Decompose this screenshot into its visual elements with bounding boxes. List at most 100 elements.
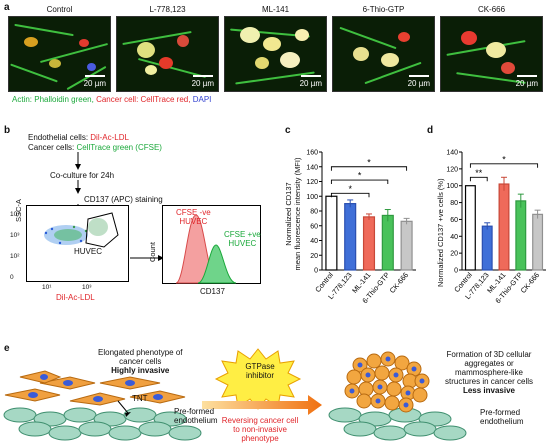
c-ytick-label: 20 <box>310 253 318 260</box>
d-bar-3 <box>515 200 527 271</box>
scale-label: 20 µm <box>515 79 538 88</box>
c-ytick-label: 100 <box>306 194 318 201</box>
c-bar-2 <box>362 216 376 271</box>
legend-dapi: DAPI <box>192 95 212 104</box>
c-ytick-label: 140 <box>306 164 318 171</box>
scatter-xlabel: Dil-Ac-LDL <box>56 293 95 302</box>
gate-label: HUVEC <box>74 247 103 256</box>
ytick-0: 0 <box>10 274 14 281</box>
step-coculture: Co-culture for 24h <box>50 171 115 180</box>
chart-c: 020406080100120140160ControlL-778,123ML-… <box>306 150 416 305</box>
right-text-1: Formation of 3D cellular <box>446 350 532 359</box>
d-sig-bracket-0 <box>469 176 488 182</box>
tnt-label: TNT <box>132 394 148 403</box>
pos-label: CFSE +ve HUVEC <box>224 230 261 248</box>
c-bar-0 <box>325 195 338 271</box>
title-6thio: 6-Thio-GTP <box>362 5 405 14</box>
neg-label: CFSE -ve HUVEC <box>176 208 211 226</box>
left-text-1: Elongated phenotype of <box>98 348 183 357</box>
c-ytick-label: 120 <box>306 179 318 186</box>
title-ck666: CK-666 <box>477 5 506 14</box>
endothelial-prefix: Endothelial cells: <box>28 133 91 142</box>
title-ml141: ML-141 <box>261 5 290 14</box>
title-control: Control <box>46 5 73 14</box>
scale-label: 20 µm <box>83 79 106 88</box>
scale-label: 20 µm <box>407 79 430 88</box>
left-phenotype-text: Elongated phenotype of cancer cells High… <box>98 348 183 375</box>
d-ytick-label: 120 <box>446 166 458 173</box>
d-sig-bracket-1 <box>469 163 539 168</box>
transition-arrow <box>202 395 322 415</box>
reverse-1: Reversing cancer cell <box>221 416 299 425</box>
cancer-line: Cancer cells: CellTrace green (CFSE) <box>28 143 162 152</box>
d-bar-1 <box>481 225 493 271</box>
left-text-2: cancer cells <box>119 357 162 366</box>
d-ytick-label: 0 <box>454 268 458 275</box>
right-text-3: mammosphere-like <box>454 368 524 377</box>
scatter-plot <box>26 205 129 282</box>
c-bar-1 <box>344 203 357 271</box>
d-bar-4 <box>532 213 544 271</box>
c-sig-star-0: * <box>367 157 371 167</box>
step-staining: CD137 (APC) staining <box>84 195 163 204</box>
panel-c-label: c <box>285 125 291 136</box>
c-sig-star-1: * <box>358 171 362 181</box>
hist-xlabel: CD137 <box>200 287 225 296</box>
left-endothelium <box>3 407 202 441</box>
legend-actin: Actin: Phalloidin green, <box>12 95 94 104</box>
panel-a-legend: Actin: Phalloidin green, Cancer cell: Ce… <box>12 95 211 104</box>
micrograph-control: 20 µm <box>8 16 111 92</box>
right-text-5: Less invasive <box>462 386 516 395</box>
reverse-text: Reversing cancer cell to non-invasive ph… <box>210 416 310 443</box>
left-preformed: Pre-formed endothelium <box>174 407 218 425</box>
ytick-1e4: 10⁴ <box>10 211 21 218</box>
d-bar-0 <box>464 185 476 271</box>
c-bar-4 <box>400 220 413 271</box>
c-ytick-label: 60 <box>310 223 318 230</box>
endothelial-value: Dil-Ac-LDL <box>90 133 129 142</box>
c-sig-star-2: * <box>348 184 352 194</box>
reverse-2: to non-invasive <box>233 425 287 434</box>
right-phenotype-text: Formation of 3D cellular aggregates or m… <box>430 350 548 395</box>
legend-cancer: Cancer cell: CellTrace red, <box>96 95 191 104</box>
c-xtick-label-4: CK-666 <box>388 271 411 295</box>
endothelial-line: Endothelial cells: Dil-Ac-LDL <box>28 133 129 142</box>
panel-e-label: e <box>4 343 10 354</box>
scale-label: 20 µm <box>191 79 214 88</box>
cancer-value: CellTrace green (CFSE) <box>76 143 162 152</box>
d-ytick-label: 40 <box>450 234 458 241</box>
c-sig-bracket-0 <box>330 166 408 171</box>
ytick-1e2: 10² <box>10 253 20 260</box>
c-ytick-label: 80 <box>310 209 318 216</box>
xtick-1e1: 10¹ <box>42 284 52 291</box>
left-preformed-1: Pre-formed <box>174 407 215 416</box>
right-preformed: Pre-formed endothelium <box>480 408 524 426</box>
d-sig-star-0: ** <box>475 168 483 178</box>
d-bar-2 <box>498 183 510 271</box>
right-text-4: structures in cancer cells <box>444 377 534 386</box>
c-ylabel-1: Normalized CD137 <box>284 182 293 246</box>
panel-b-label: b <box>4 125 11 136</box>
chart-d: 020406080100120140ControlL-778,123ML-141… <box>446 150 546 305</box>
d-ytick-label: 60 <box>450 217 458 224</box>
d-ytick-label: 140 <box>446 150 458 157</box>
panel-a-label: a <box>4 2 10 13</box>
inhibitor-2: inhibitor <box>245 371 274 380</box>
neg-label-2: HUVEC <box>179 217 208 226</box>
pos-label-2: HUVEC <box>228 239 257 248</box>
left-preformed-2: endothelium <box>174 416 218 425</box>
micrograph-ml141: 20 µm <box>224 16 327 92</box>
ytick-1e3: 10³ <box>10 232 20 239</box>
xtick-1e3: 10³ <box>82 284 92 291</box>
c-sig-bracket-2 <box>330 192 370 198</box>
inhibitor-1: GTPase <box>245 362 275 371</box>
c-ytick-label: 40 <box>310 238 318 245</box>
d-sig-star-1: * <box>502 154 506 164</box>
c-ytick-label: 160 <box>306 150 318 157</box>
left-text-3: Highly invasive <box>111 366 170 375</box>
neg-label-1: CFSE -ve <box>176 208 211 217</box>
c-bar-3 <box>381 214 394 271</box>
histogram <box>162 205 261 284</box>
hist-ylabel: Count <box>148 241 157 262</box>
cancer-prefix: Cancer cells: <box>28 143 77 152</box>
